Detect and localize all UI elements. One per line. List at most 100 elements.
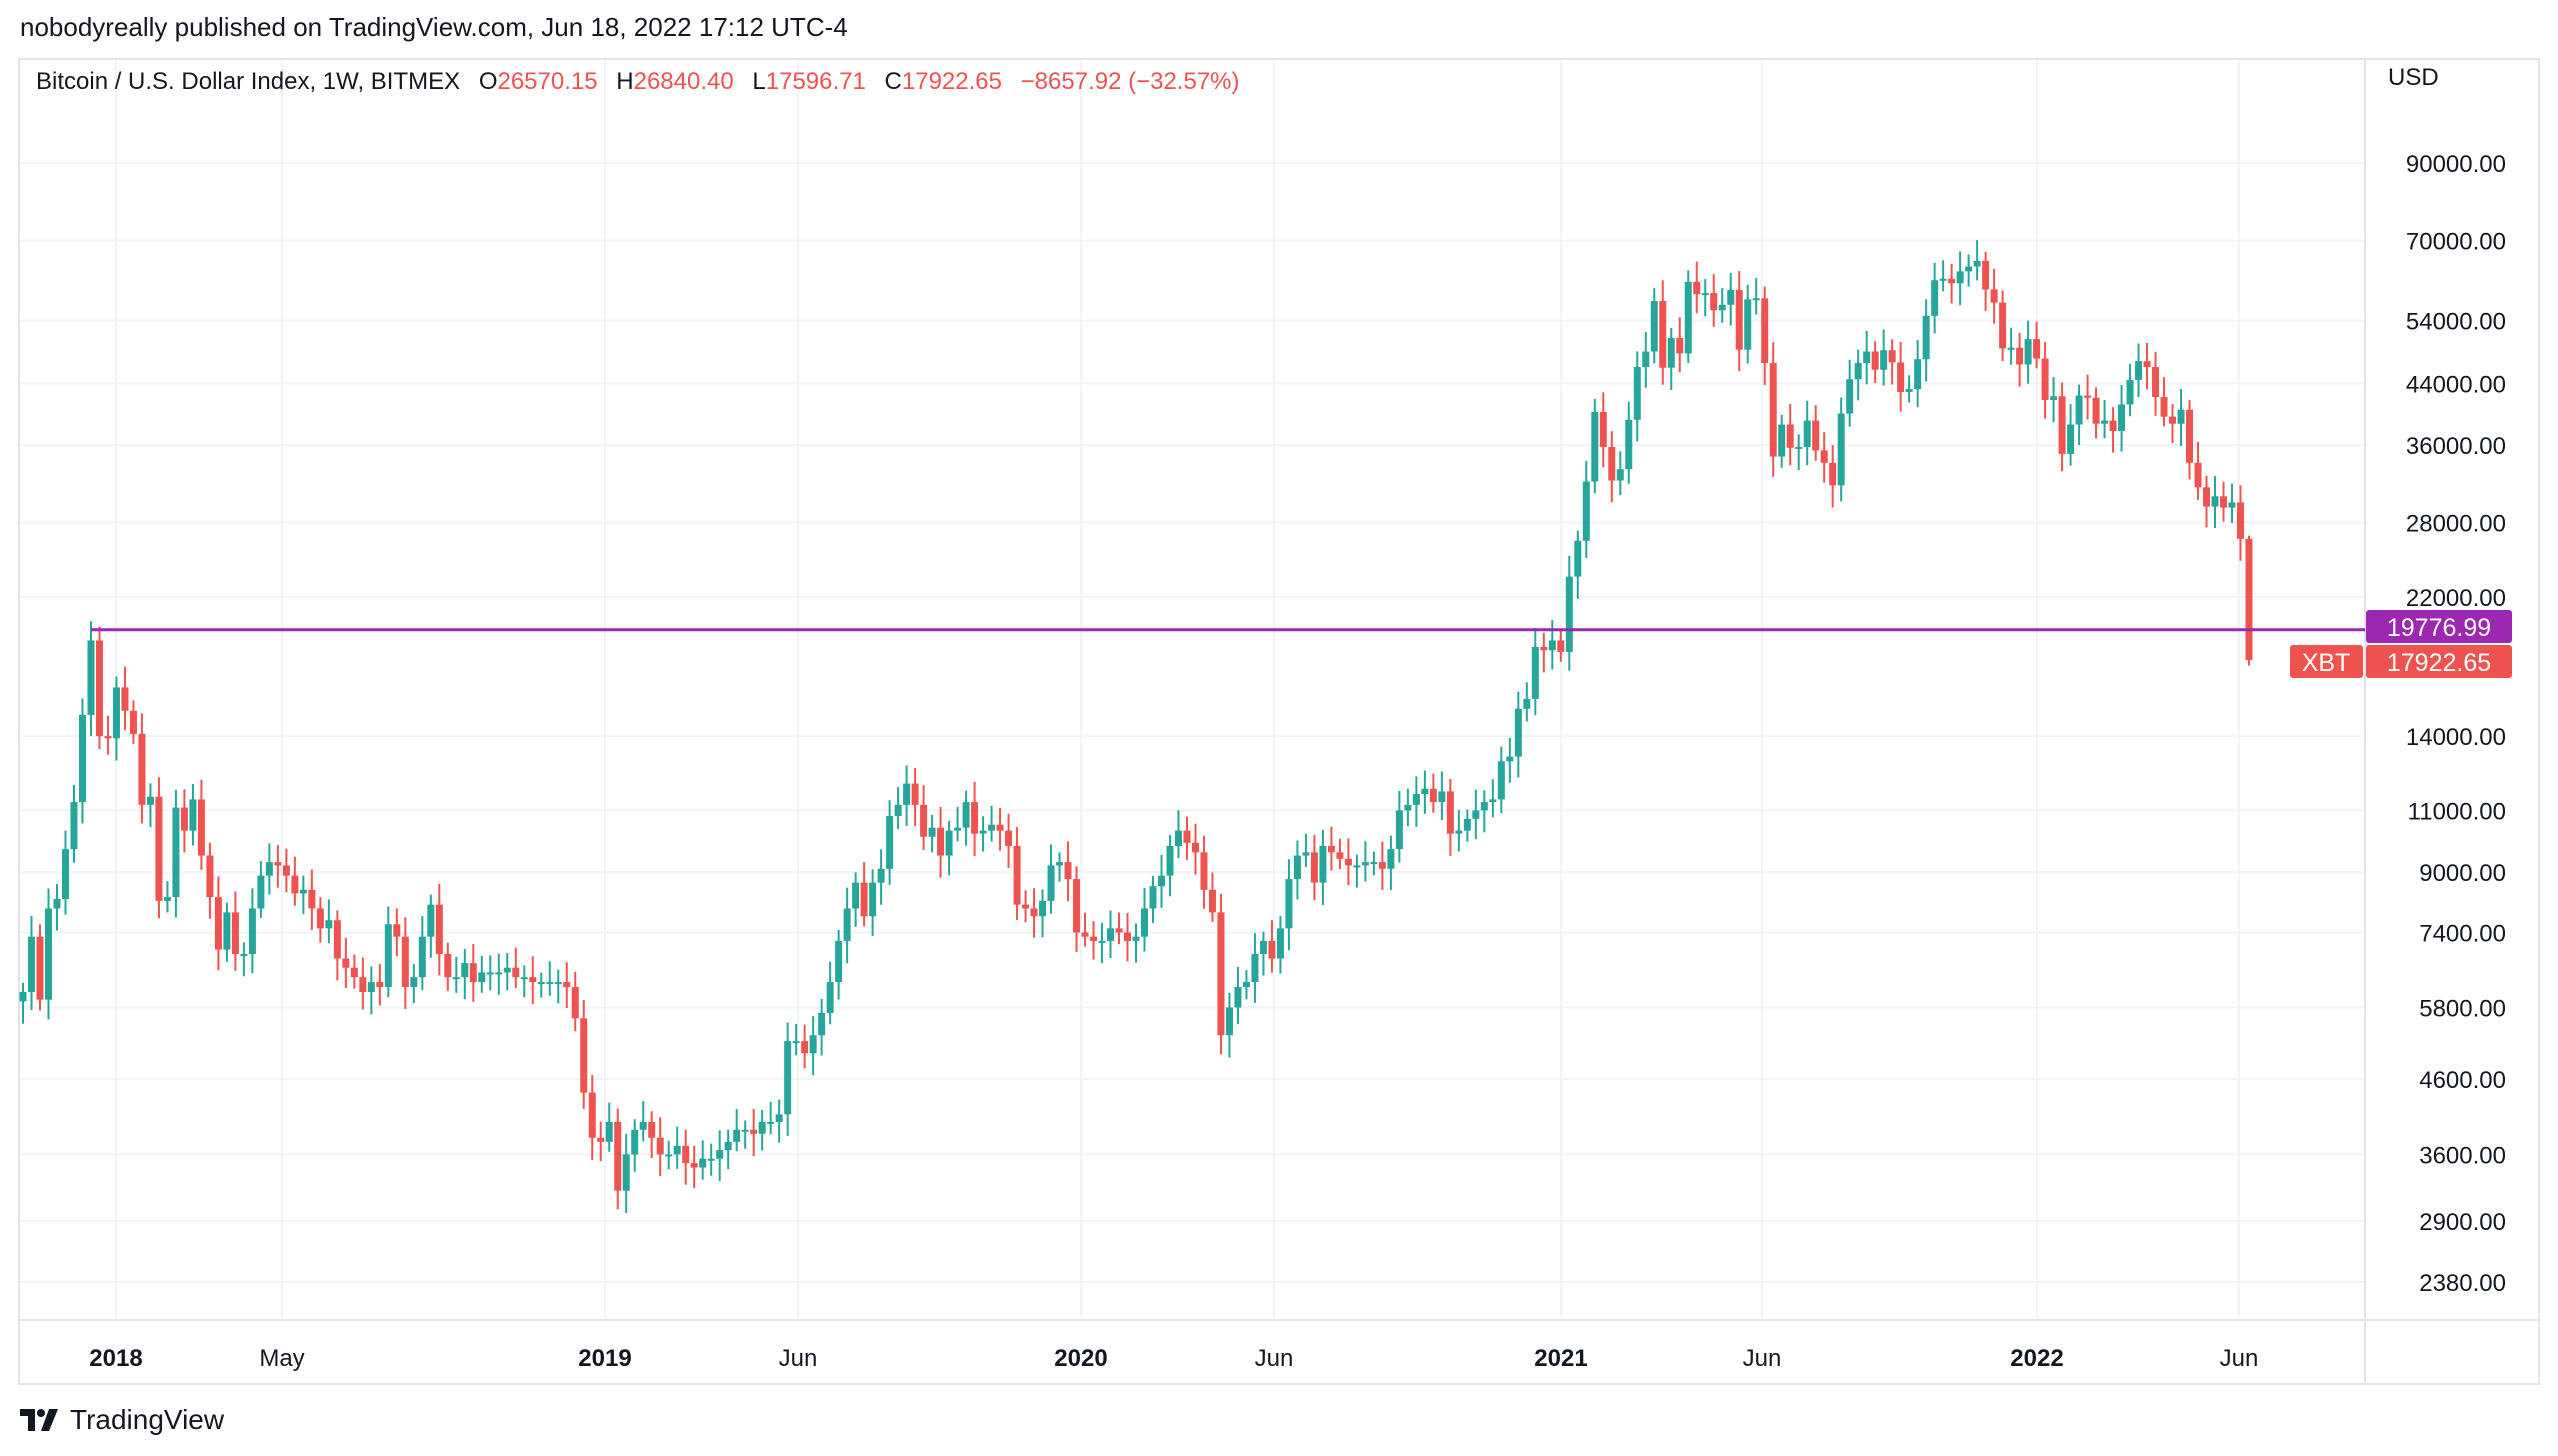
candle bbox=[656, 1117, 664, 1177]
candle-body bbox=[2084, 395, 2092, 398]
candle-body bbox=[2118, 404, 2126, 432]
candle bbox=[962, 790, 970, 846]
candle bbox=[1863, 331, 1871, 385]
candle bbox=[2135, 343, 2143, 397]
candle-body bbox=[1183, 830, 1191, 843]
candle bbox=[631, 1119, 639, 1172]
candle-body bbox=[1064, 862, 1072, 880]
candle bbox=[954, 806, 962, 842]
candle bbox=[741, 1120, 749, 1149]
time-axis[interactable]: 2018 May 2019 Jun 2020 Jun 2021 Jun 2022 Jun bbox=[89, 1345, 2258, 1372]
candle-body bbox=[1973, 260, 1981, 267]
candle-body bbox=[1251, 954, 1259, 983]
candle bbox=[1922, 299, 1930, 382]
last-price-value: 17922.65 bbox=[2387, 649, 2491, 677]
candle bbox=[1778, 414, 1786, 468]
price-tick-label: 5800.00 bbox=[2419, 996, 2506, 1023]
candle bbox=[1489, 779, 1497, 818]
candle bbox=[1013, 827, 1021, 921]
candle-body bbox=[393, 924, 401, 937]
candle-body bbox=[350, 967, 358, 978]
candle-body bbox=[1208, 889, 1216, 913]
candle bbox=[1353, 854, 1361, 888]
candle-body bbox=[231, 912, 239, 955]
candle-body bbox=[180, 807, 188, 831]
candles bbox=[19, 240, 2253, 1214]
candle bbox=[503, 953, 511, 991]
candle-body bbox=[1990, 289, 1998, 303]
candle bbox=[614, 1108, 622, 1210]
candle bbox=[1786, 403, 1794, 466]
price-axis[interactable]: 90000.00 70000.00 54000.00 44000.00 36000.00… bbox=[2406, 151, 2506, 1297]
candle-body bbox=[1565, 576, 1573, 652]
candle-body bbox=[333, 920, 341, 959]
candle bbox=[1047, 844, 1055, 914]
candle-body bbox=[835, 940, 843, 983]
candle-body bbox=[1157, 875, 1165, 887]
candle-body bbox=[1234, 986, 1242, 1008]
candle-body bbox=[1888, 350, 1896, 363]
price-tick-label: 14000.00 bbox=[2406, 724, 2506, 751]
candle bbox=[282, 848, 290, 893]
candle-body bbox=[580, 1018, 588, 1093]
candle bbox=[112, 676, 120, 761]
candle bbox=[19, 982, 27, 1024]
candle bbox=[1948, 263, 1956, 304]
candle bbox=[1557, 629, 1565, 662]
candle-body bbox=[1778, 424, 1786, 457]
candle bbox=[2101, 400, 2109, 439]
candle-body bbox=[546, 982, 554, 985]
candle-body bbox=[274, 862, 282, 866]
candle bbox=[197, 779, 205, 870]
time-tick-label: Jun bbox=[2220, 1345, 2259, 1372]
candle bbox=[512, 947, 520, 989]
high-label: H bbox=[616, 68, 634, 95]
candle-body bbox=[1718, 304, 1726, 311]
candle bbox=[1582, 460, 1590, 558]
candle-body bbox=[894, 804, 902, 817]
candle bbox=[1676, 317, 1684, 373]
candle-body bbox=[1200, 852, 1208, 890]
candle-body bbox=[1438, 791, 1446, 803]
candle-body bbox=[1344, 858, 1352, 866]
candle bbox=[129, 700, 137, 744]
brand-name: TradingView bbox=[70, 1404, 225, 1435]
price-tick-label: 22000.00 bbox=[2406, 585, 2506, 612]
tradingview-logo[interactable]: TradingView bbox=[20, 1404, 224, 1436]
time-tick-label: May bbox=[259, 1345, 304, 1372]
candle bbox=[163, 881, 171, 913]
candle-body bbox=[1404, 804, 1412, 811]
candle-body bbox=[1837, 413, 1845, 486]
candle-body bbox=[1090, 936, 1098, 941]
candle bbox=[342, 937, 350, 989]
candle-body bbox=[1472, 810, 1480, 819]
candle-body bbox=[1684, 281, 1692, 354]
candle-body bbox=[724, 1141, 732, 1151]
candle-body bbox=[911, 783, 919, 805]
candle-body bbox=[1073, 879, 1081, 933]
candle-body bbox=[733, 1129, 741, 1142]
price-tick-label: 4600.00 bbox=[2419, 1067, 2506, 1094]
candle bbox=[520, 965, 528, 998]
time-tick-label: 2018 bbox=[89, 1345, 142, 1372]
candle bbox=[1693, 261, 1701, 314]
candle-body bbox=[1140, 908, 1148, 937]
candle-body bbox=[1174, 830, 1182, 846]
candle-body bbox=[1395, 810, 1403, 850]
candle-body bbox=[36, 936, 44, 1000]
candle bbox=[1429, 773, 1437, 813]
candle bbox=[1463, 809, 1471, 842]
candle bbox=[665, 1140, 673, 1170]
candle bbox=[588, 1075, 596, 1160]
candle-body bbox=[19, 991, 27, 1002]
candle-body bbox=[1047, 865, 1055, 901]
candle-body bbox=[1905, 389, 1913, 392]
candle bbox=[597, 1121, 605, 1162]
candle-body bbox=[61, 849, 69, 899]
grid-lines bbox=[20, 60, 2364, 1318]
candle bbox=[486, 955, 494, 991]
published-by-text: nobodyreally published on TradingView.co… bbox=[20, 12, 848, 42]
price-tick-label: 2380.00 bbox=[2419, 1270, 2506, 1297]
candle bbox=[1327, 826, 1335, 871]
